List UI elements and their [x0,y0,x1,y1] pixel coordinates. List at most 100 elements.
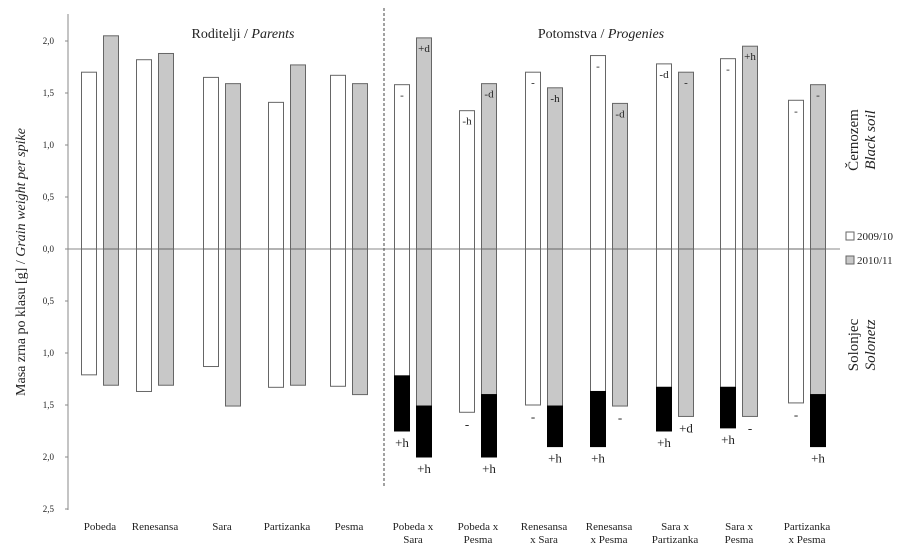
significance-solonetz: +h [395,435,409,450]
y-tick-label: 1,0 [43,348,55,358]
bar-black-soil-2009-10 [81,71,97,250]
bar-black-soil-2009-10 [656,63,672,250]
y-tick-label: 0,5 [43,192,55,202]
significance-black-soil: - [794,105,798,117]
y-ticks: 2,0 1,5 1,0 0,5 0,0 0,5 1,0 1,5 2,0 2,5 [43,36,68,514]
significance-solonetz: +h [721,432,735,447]
category-label: Pobeda x [458,521,499,533]
bar-solonetz-2009-10 [525,248,541,406]
category-label: Pesma [725,534,754,546]
bar-solonetz-2010-11 [810,248,826,396]
bar-black-soil-2010-11 [547,87,563,250]
significance-black-soil: - [684,77,688,89]
bar-solonetz-2010-11 [290,248,306,386]
significance-solonetz: +h [811,451,825,466]
bar-black-soil-2009-10 [268,101,284,250]
bar-solonetz-dark-2010-11 [416,405,432,458]
y-tick-label: 2,0 [43,36,55,46]
significance-solonetz: - [531,409,535,424]
bar-solonetz-2010-11 [742,248,758,417]
group-label-progenies: Potomstva / Progenies [538,27,665,42]
legend: 2009/10 2010/11 [845,231,894,267]
category-label: Renesansa [521,521,568,533]
y-tick-label: 2,0 [43,452,55,462]
significance-solonetz: +h [548,451,562,466]
svg-text:Černozem: Černozem [845,109,862,171]
bar-black-soil-2010-11 [612,102,628,250]
bar-black-soil-2009-10 [590,55,606,250]
legend-label-2009-10: 2009/10 [857,231,894,243]
category-label: Pobeda x [393,521,434,533]
significance-black-soil: -h [550,93,560,105]
bar-solonetz-2009-10 [330,248,346,387]
y-axis-title: Masa zrna po klasu [g] / Grain weight pe… [14,128,29,396]
significance-black-soil: - [531,77,535,89]
bar-black-soil-2009-10 [720,58,736,250]
bar-black-soil-2010-11 [352,83,368,250]
significance-solonetz: - [794,407,798,422]
category-label: Sara [403,534,423,546]
category-label: x Pesma [789,534,826,546]
bar-black-soil-2009-10 [459,110,475,250]
svg-text:Solonjec: Solonjec [846,318,862,371]
legend-swatch-2010-11 [845,255,855,265]
bar-black-soil-2009-10 [330,74,346,250]
significance-solonetz: +h [591,451,605,466]
bar-solonetz-2010-11 [158,248,174,386]
significance-solonetz: +h [417,461,431,476]
significance-black-soil: - [596,61,600,73]
significance-black-soil: -d [484,89,494,101]
bar-solonetz-2010-11 [678,248,694,417]
significance-solonetz: +h [657,435,671,450]
bar-solonetz-2009-10 [81,248,97,376]
bar-solonetz-2010-11 [547,248,563,407]
y-tick-label: 1,0 [43,140,55,150]
bar-solonetz-dark-2010-11 [810,394,826,448]
category-label: Renesansa [132,521,179,533]
category-label: Sara x [725,521,753,533]
bars-layer [81,35,826,458]
significance-solonetz: +h [482,461,496,476]
bar-solonetz-dark-2009-10 [590,390,606,448]
bar-black-soil-2010-11 [678,71,694,250]
category-label: Pesma [335,521,364,533]
bar-black-soil-2010-11 [225,83,241,250]
bar-solonetz-2009-10 [136,248,152,392]
bar-solonetz-2009-10 [203,248,219,368]
svg-text:Solonetz: Solonetz [863,319,879,370]
bar-solonetz-dark-2009-10 [394,375,410,432]
group-label-parents: Roditelji / Parents [192,27,295,42]
significance-black-soil: +d [418,43,430,55]
legend-swatch-2009-10 [845,231,855,241]
bar-solonetz-2009-10 [656,248,672,388]
bar-black-soil-2009-10 [394,84,410,250]
bar-black-soil-2009-10 [788,99,804,250]
category-label: Pesma [464,534,493,546]
category-label: Pobeda [84,521,117,533]
bar-black-soil-2010-11 [416,37,432,250]
bar-black-soil-2010-11 [481,83,497,250]
bar-black-soil-2010-11 [103,35,119,250]
category-label: x Pesma [591,534,628,546]
significance-black-soil: -d [615,108,625,120]
category-label: Renesansa [586,521,633,533]
significance-labels: -+h-h----+h-d+h-+h--+d+h-d+h-h+h-d--+d+h… [395,43,825,476]
bar-solonetz-2009-10 [459,248,475,413]
bar-solonetz-dark-2009-10 [656,386,672,432]
category-label: Sara [212,521,232,533]
significance-black-soil: -d [659,69,669,81]
bar-solonetz-dark-2009-10 [720,386,736,429]
bar-black-soil-2009-10 [525,71,541,250]
bar-black-soil-2010-11 [810,84,826,250]
category-labels: Pobeda Renesansa Sara Partizanka Pesma Pobeda… [84,521,831,546]
bar-black-soil-2010-11 [290,64,306,250]
significance-black-soil: - [400,90,404,102]
significance-solonetz: - [748,420,752,435]
bar-solonetz-2009-10 [590,248,606,392]
significance-black-soil: +h [744,51,756,63]
significance-black-soil: - [726,64,730,76]
y-tick-label: 0,0 [43,244,55,254]
bar-black-soil-2010-11 [742,45,758,250]
